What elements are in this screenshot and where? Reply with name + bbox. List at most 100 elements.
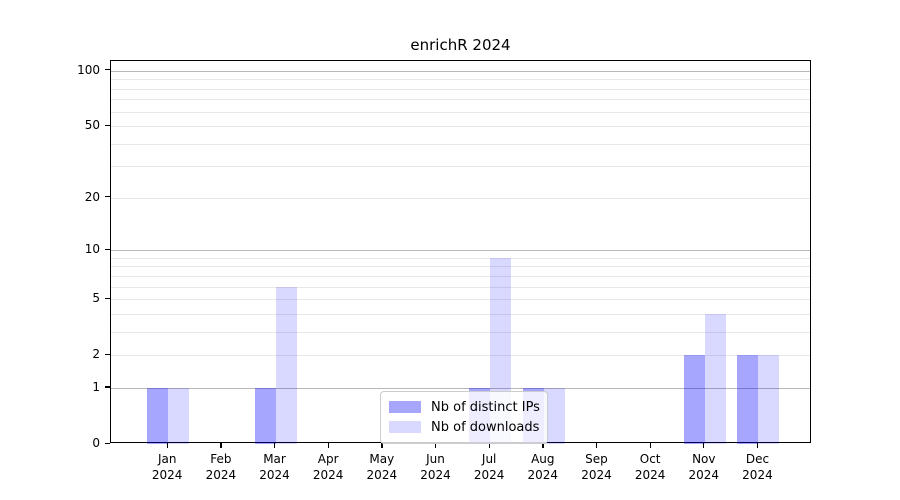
x-tick-year: 2024 bbox=[742, 468, 773, 482]
y-tick-label: 50 bbox=[84, 118, 100, 133]
gridline-minor bbox=[111, 166, 810, 168]
x-tick-label: Aug 2024 bbox=[515, 451, 571, 483]
x-tick-mark bbox=[220, 443, 222, 448]
x-tick-year: 2024 bbox=[527, 468, 559, 482]
gridline-minor bbox=[111, 88, 810, 90]
legend: Nb of distinct IPs Nb of downloads bbox=[380, 391, 548, 444]
gridline-minor bbox=[111, 126, 810, 128]
legend-label-distinct-ips: Nb of distinct IPs bbox=[431, 399, 540, 415]
y-tick-label: 5 bbox=[92, 291, 100, 306]
x-tick-label: Jan 2024 bbox=[139, 451, 195, 483]
x-tick-year: 2024 bbox=[205, 468, 237, 482]
x-tick-label: Jun 2024 bbox=[408, 451, 464, 483]
x-tick-mark bbox=[703, 443, 705, 448]
y-tick-mark bbox=[105, 353, 110, 355]
y-tick-label: 10 bbox=[84, 242, 100, 257]
legend-item-downloads: Nb of downloads bbox=[389, 417, 539, 437]
x-tick-label: Oct 2024 bbox=[622, 451, 678, 483]
x-tick-label: Dec 2024 bbox=[729, 451, 785, 483]
x-tick-mark bbox=[649, 443, 651, 448]
x-tick-label: Nov 2024 bbox=[676, 451, 732, 483]
x-tick-month: Dec bbox=[745, 452, 770, 466]
x-tick-month: Jan bbox=[157, 452, 177, 466]
x-tick-mark bbox=[166, 443, 168, 448]
x-tick-mark bbox=[488, 443, 490, 448]
gridline-minor bbox=[111, 197, 810, 199]
legend-item-distinct-ips: Nb of distinct IPs bbox=[389, 397, 540, 417]
y-tick-mark bbox=[105, 386, 110, 388]
gridline-minor bbox=[111, 79, 810, 81]
bar-distinct-ips-mar bbox=[254, 387, 276, 444]
gridline-minor bbox=[111, 286, 810, 288]
y-tick-label: 2 bbox=[92, 347, 100, 362]
x-tick-year: 2024 bbox=[420, 468, 451, 482]
chart-title: enrichR 2024 bbox=[410, 36, 511, 54]
x-tick-month: Oct bbox=[639, 452, 661, 466]
x-tick-year: 2024 bbox=[634, 468, 666, 482]
x-tick-label: May 2024 bbox=[354, 451, 410, 483]
bar-distinct-ips-dec bbox=[737, 355, 759, 444]
x-tick-month: Jul bbox=[481, 452, 497, 466]
gridline-major bbox=[111, 387, 810, 389]
gridline-major bbox=[111, 250, 810, 252]
gridline-minor bbox=[111, 313, 810, 315]
x-tick-mark bbox=[435, 443, 437, 448]
x-tick-year: 2024 bbox=[473, 468, 505, 482]
x-tick-month: Sep bbox=[585, 452, 608, 466]
x-tick-year: 2024 bbox=[688, 468, 720, 482]
y-tick-mark bbox=[105, 248, 110, 250]
x-tick-mark bbox=[381, 443, 383, 448]
y-tick-mark bbox=[105, 69, 110, 71]
y-tick-label: 1 bbox=[92, 379, 100, 394]
x-tick-month: Feb bbox=[210, 452, 232, 466]
bar-downloads-mar bbox=[275, 286, 297, 444]
gridline-minor bbox=[111, 143, 810, 145]
x-tick-mark bbox=[274, 443, 276, 448]
x-tick-year: 2024 bbox=[366, 468, 398, 482]
x-tick-mark bbox=[756, 443, 759, 448]
x-tick-year: 2024 bbox=[151, 468, 183, 482]
bar-downloads-dec bbox=[758, 355, 780, 444]
gridline-minor bbox=[111, 331, 810, 333]
x-tick-year: 2024 bbox=[581, 468, 612, 482]
x-tick-label: Jul 2024 bbox=[461, 451, 517, 483]
bar-downloads-nov bbox=[704, 313, 726, 444]
gridline-minor bbox=[111, 275, 810, 277]
gridline-minor bbox=[111, 355, 810, 357]
x-tick-mark bbox=[327, 443, 329, 448]
x-tick-month: Nov bbox=[692, 452, 716, 466]
legend-swatch-distinct-ips bbox=[389, 401, 421, 413]
x-tick-mark bbox=[595, 443, 598, 448]
y-tick-mark bbox=[105, 124, 110, 126]
legend-label-downloads: Nb of downloads bbox=[431, 419, 540, 435]
gridline-major bbox=[111, 70, 810, 72]
x-tick-label: Apr 2024 bbox=[300, 451, 356, 483]
x-tick-year: 2024 bbox=[259, 468, 290, 482]
y-tick-label: 20 bbox=[84, 189, 100, 204]
x-tick-year: 2024 bbox=[312, 468, 344, 482]
gridline-minor bbox=[111, 299, 810, 301]
plot-area: Nb of distinct IPs Nb of downloads bbox=[110, 60, 811, 444]
x-tick-label: Mar 2024 bbox=[247, 451, 303, 483]
y-tick-mark bbox=[105, 196, 110, 198]
y-tick-mark bbox=[105, 297, 110, 299]
x-tick-label: Feb 2024 bbox=[193, 451, 249, 483]
gridline-minor bbox=[111, 99, 810, 101]
x-tick-mark bbox=[542, 443, 544, 448]
bar-distinct-ips-jan bbox=[147, 387, 169, 444]
y-tick-label: 100 bbox=[77, 62, 100, 77]
y-tick-label: 0 bbox=[92, 436, 100, 450]
y-tick-mark bbox=[105, 442, 110, 444]
x-tick-month: Aug bbox=[531, 452, 555, 466]
bar-downloads-aug bbox=[543, 387, 565, 444]
gridline-minor bbox=[111, 111, 810, 113]
x-tick-month: Jun bbox=[426, 452, 445, 466]
bar-distinct-ips-nov bbox=[683, 355, 705, 444]
x-tick-month: May bbox=[369, 452, 395, 466]
x-tick-month: Mar bbox=[263, 452, 286, 466]
bar-downloads-jan bbox=[168, 387, 190, 444]
legend-swatch-downloads bbox=[389, 421, 421, 433]
gridline-minor bbox=[111, 266, 810, 268]
x-tick-label: Sep 2024 bbox=[568, 451, 624, 483]
